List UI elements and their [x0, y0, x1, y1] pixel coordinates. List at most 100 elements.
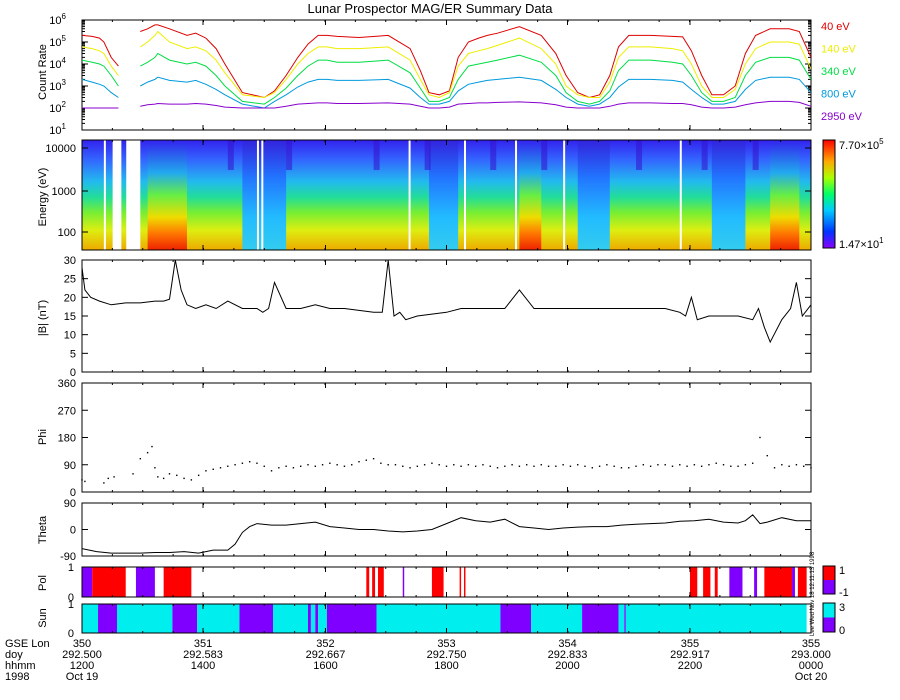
phi-point: [402, 465, 404, 467]
spectrogram-column: [682, 140, 692, 250]
spectrogram-column: [242, 140, 265, 250]
sun-bar-colorbar: [822, 602, 836, 633]
phi-point: [84, 480, 86, 483]
y-tick-exponent: 4: [62, 56, 67, 65]
spectrogram-column: [140, 140, 149, 250]
spectrogram-streak: [227, 140, 234, 170]
spectrogram-column: [519, 140, 542, 250]
phi-point: [336, 464, 338, 466]
phi-point: [431, 462, 433, 464]
axis-row-date: Oct 19: [66, 671, 98, 683]
phi-point: [270, 470, 273, 472]
y-tick-label: 20: [64, 292, 76, 304]
legend-entry: 140 eV: [821, 44, 857, 56]
sun-bar-panel: 0 1 3 0: [68, 599, 845, 640]
phi-point: [649, 465, 652, 467]
sun-bar-segment: [582, 604, 619, 633]
theta-label: Theta: [37, 515, 49, 544]
spectrogram-column: [691, 140, 703, 250]
y-tick-label: 25: [64, 274, 76, 286]
pol-bar-segment: [92, 567, 126, 597]
axis-row-hhmm: 1200: [70, 660, 94, 672]
count-rate-label: Count Rate: [37, 44, 49, 100]
sun-bar-segment: [318, 604, 327, 633]
spectrogram-column: [487, 140, 499, 250]
phi-point: [766, 454, 768, 457]
spectrogram-column: [618, 140, 630, 250]
phi-point: [358, 461, 360, 463]
spectrogram-streak: [752, 140, 759, 170]
spectrogram-cells: [82, 140, 811, 250]
axis-row-label: 1998: [5, 671, 29, 683]
data-gap: [408, 140, 411, 250]
y-tick-label: 360: [58, 378, 76, 390]
theta-line: [81, 514, 811, 554]
spectrogram-column: [439, 140, 450, 250]
spectrogram-streak: [541, 140, 548, 170]
y-tick-label: 10: [64, 330, 76, 342]
y-tick-label: 0: [68, 628, 74, 640]
phi-point: [416, 465, 419, 467]
series-line-340-ev: [82, 52, 811, 105]
spectrogram-column: [599, 140, 611, 250]
phi-point: [190, 479, 193, 481]
spectrogram-column: [274, 140, 287, 250]
legend-entry: 340 eV: [821, 66, 857, 78]
colorbar-max-exponent: 5: [879, 137, 884, 146]
y-tick-label: 0: [70, 525, 76, 537]
phi-point: [664, 464, 666, 466]
spectrogram-column: [770, 140, 790, 250]
spectrogram-streak: [286, 140, 293, 170]
y-tick-label: 15: [64, 311, 76, 323]
axis-row-lon: 350: [73, 638, 91, 650]
spectrogram-column: [186, 140, 197, 250]
y-tick-label: 0: [68, 592, 74, 604]
axis-row-lon: 354: [558, 638, 576, 650]
spectrogram-streak: [424, 140, 431, 170]
pol-bar-segment: [714, 567, 718, 597]
colorbar-top-swatch: [823, 566, 835, 580]
axis-row-hhmm: 2000: [555, 660, 579, 672]
phi-point: [700, 465, 703, 467]
phi-point: [533, 465, 535, 467]
phi-point: [227, 465, 229, 467]
phi-point: [146, 451, 149, 454]
pol-bar-colorbar: [822, 565, 836, 595]
sun-bar-segment: [239, 604, 273, 633]
count-rate-series-group: [82, 24, 811, 109]
y-tick-label: 100: [58, 227, 76, 239]
energy-spectrogram-panel: 100 1000 10000 7.70×105 1.47×101: [45, 137, 884, 251]
phi-point: [474, 465, 477, 467]
phi-point: [154, 467, 156, 469]
axis-row-hhmm: 0000: [799, 660, 823, 672]
spectrogram-column: [566, 140, 579, 250]
phi-point: [489, 465, 491, 467]
energy-label: Energy (eV): [37, 168, 49, 227]
spectrogram-column: [429, 140, 440, 250]
spectrogram-column: [478, 140, 488, 250]
y-tick-label: 102: [49, 100, 66, 115]
y-tick-label: 10000: [45, 143, 76, 155]
sun-bar-segment: [376, 604, 501, 633]
phi-point: [314, 465, 316, 467]
phi-point: [657, 464, 659, 466]
phi-panel: 0 90 180 270 360: [58, 378, 812, 499]
spectrogram-column: [449, 140, 459, 250]
sun-bar-segment: [197, 604, 240, 633]
y-tick-label: 90: [64, 460, 76, 472]
spectrogram-column: [169, 140, 188, 250]
y-tick-label: 5: [70, 348, 76, 360]
sun-bar-segment: [315, 604, 319, 633]
y-tick-label: 90: [64, 498, 76, 510]
polarity-bar-panel: 0 1 1 -1: [68, 562, 849, 604]
plot-stamp: Lee Wed Nov 18 12:11:13 1998: [810, 551, 816, 636]
pol-bar-segment: [82, 567, 93, 597]
pol-bar-segment: [764, 567, 793, 597]
phi-point: [606, 464, 608, 466]
phi-point: [132, 473, 134, 475]
figure-title: Lunar Prospector MAG/ER Summary Data: [308, 1, 554, 16]
pol-bar-segment: [703, 567, 711, 597]
spectrogram-column: [735, 140, 746, 250]
phi-point: [540, 464, 542, 466]
phi-point: [453, 464, 455, 466]
